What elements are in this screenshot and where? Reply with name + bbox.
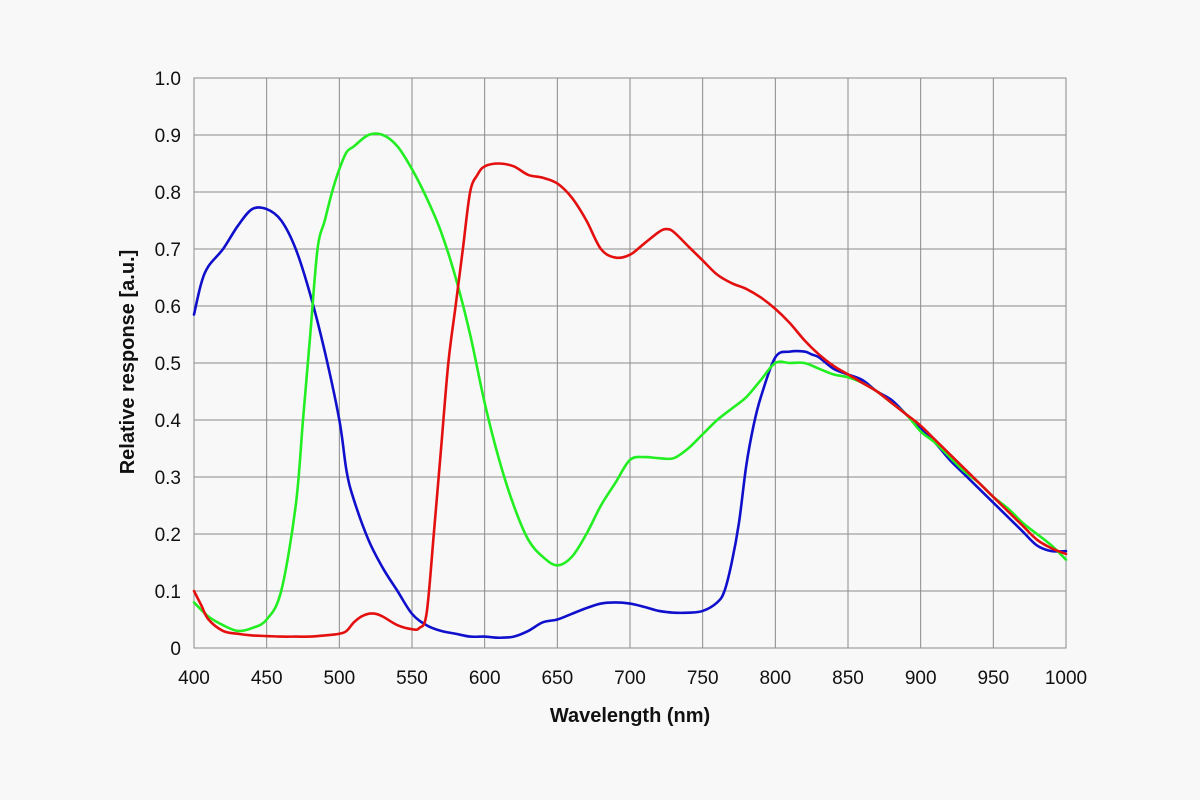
y-tick-label: 0.1	[155, 582, 181, 603]
y-tick-label: 0.3	[155, 468, 181, 489]
x-tick-label: 1000	[1045, 668, 1087, 689]
y-tick-label: 0.2	[155, 525, 181, 546]
y-tick-label: 0.7	[155, 240, 181, 261]
y-tick-label: 0.9	[155, 126, 181, 147]
x-tick-label: 450	[251, 668, 283, 689]
y-tick-label: 0.8	[155, 183, 181, 204]
series-layer	[192, 132, 1068, 640]
red-series-line	[192, 162, 1068, 638]
y-tick-label: 0.5	[155, 354, 181, 375]
y-axis-ticks: 0 0.1 0.2 0.3 0.4 0.5 0.6 0.7 0.8 0.9 1.0	[155, 69, 182, 660]
x-tick-label: 650	[541, 668, 573, 689]
x-tick-label: 950	[977, 668, 1009, 689]
x-tick-label: 850	[832, 668, 864, 689]
x-tick-label: 500	[323, 668, 355, 689]
y-axis-title: Relative response [a.u.]	[117, 250, 139, 475]
x-tick-label: 700	[614, 668, 646, 689]
x-tick-label: 600	[469, 668, 501, 689]
x-tick-label: 800	[759, 668, 791, 689]
plot-frame	[193, 77, 1067, 649]
y-tick-label: 0.6	[155, 297, 181, 318]
x-tick-label: 550	[396, 668, 428, 689]
y-tick-label: 0.4	[155, 411, 182, 432]
x-tick-label: 750	[687, 668, 719, 689]
x-axis-title: Wavelength (nm)	[550, 705, 710, 727]
x-tick-label: 900	[905, 668, 937, 689]
y-tick-label: 0	[170, 639, 181, 660]
x-axis-ticks: 400 450 500 550 600 650 700 750 800 850 900 950 1000	[178, 668, 1087, 689]
x-tick-label: 400	[178, 668, 210, 689]
y-tick-label: 1.0	[155, 69, 181, 90]
grid	[193, 77, 1067, 649]
